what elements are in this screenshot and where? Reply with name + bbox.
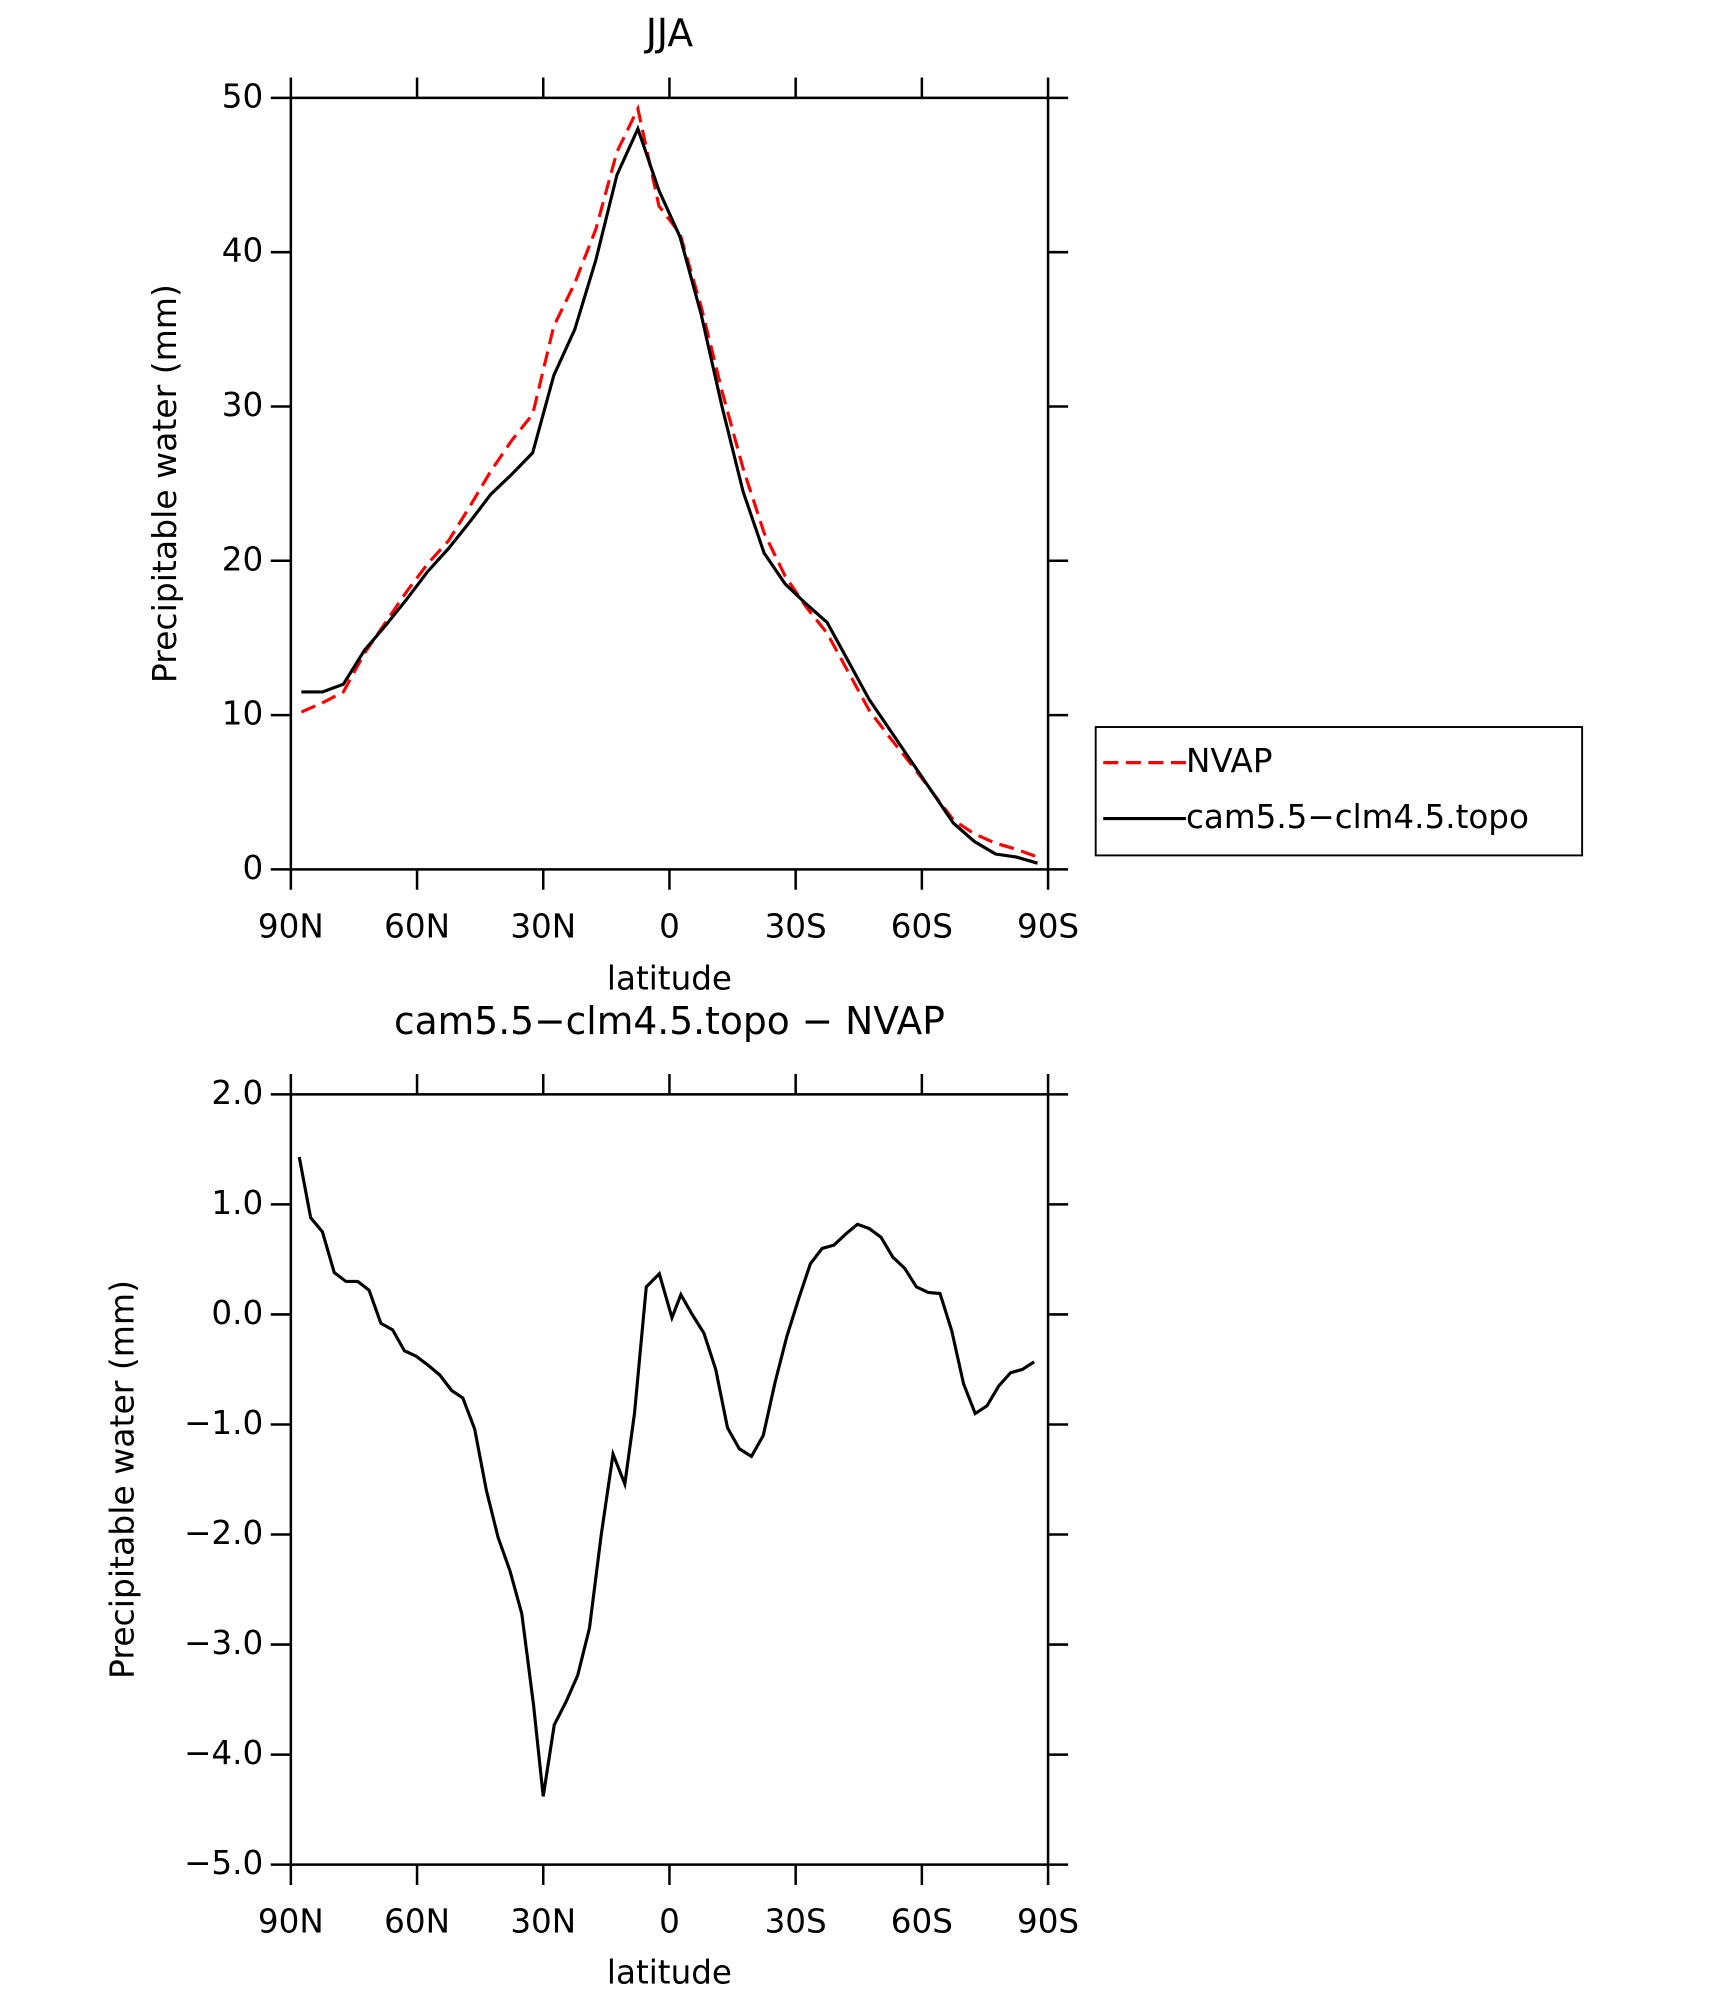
x-tick-label: 60S (891, 907, 953, 945)
plot-frame (289, 1093, 1050, 1866)
y-tick-label: −1.0 (184, 1404, 263, 1442)
y-tick-label: −2.0 (184, 1514, 263, 1552)
legend-label: NVAP (1186, 742, 1273, 780)
x-tick-label: 90N (258, 1902, 324, 1940)
y-tick-label: 30 (222, 386, 263, 424)
y-tick-label: 40 (222, 232, 263, 270)
y-tick-label: 10 (222, 694, 263, 732)
chart-title: cam5.5−clm4.5.topo − NVAP (394, 999, 945, 1043)
y-axis-label: Precipitable water (mm) (146, 284, 184, 683)
y-tick-label: 1.0 (211, 1184, 263, 1222)
y-tick-label: 20 (222, 540, 263, 578)
x-axis-label: latitude (607, 1953, 732, 1991)
x-axis-label: latitude (607, 959, 732, 997)
x-tick-label: 60N (384, 1902, 450, 1940)
chart-title: JJA (644, 11, 693, 55)
x-tick-label: 90S (1017, 907, 1079, 945)
y-tick-label: 50 (222, 77, 263, 115)
x-tick-label: 60N (384, 907, 450, 945)
y-tick-label: 2.0 (211, 1074, 263, 1112)
x-tick-label: 90S (1017, 1902, 1079, 1940)
data-line (301, 124, 1038, 865)
x-tick-label: 0 (659, 1902, 680, 1940)
data-line (297, 1156, 1035, 1797)
y-tick-label: −4.0 (184, 1734, 263, 1772)
x-tick-label: 60S (891, 1902, 953, 1940)
y-tick-label: −3.0 (184, 1624, 263, 1662)
x-tick-label: 30S (765, 1902, 827, 1940)
x-tick-label: 0 (659, 907, 680, 945)
x-tick-label: 30S (765, 907, 827, 945)
plot-frame (289, 96, 1050, 871)
y-axis-label: Precipitable water (mm) (104, 1280, 142, 1679)
y-tick-label: −5.0 (184, 1844, 263, 1882)
x-tick-label: 30N (510, 907, 576, 945)
data-line (300, 103, 1039, 859)
legend-label: cam5.5−clm4.5.topo (1186, 798, 1529, 836)
y-tick-label: 0 (243, 849, 264, 887)
x-tick-label: 30N (510, 1902, 576, 1940)
y-tick-label: 0.0 (211, 1294, 263, 1332)
x-tick-label: 90N (258, 907, 324, 945)
legend-box (1094, 726, 1584, 857)
